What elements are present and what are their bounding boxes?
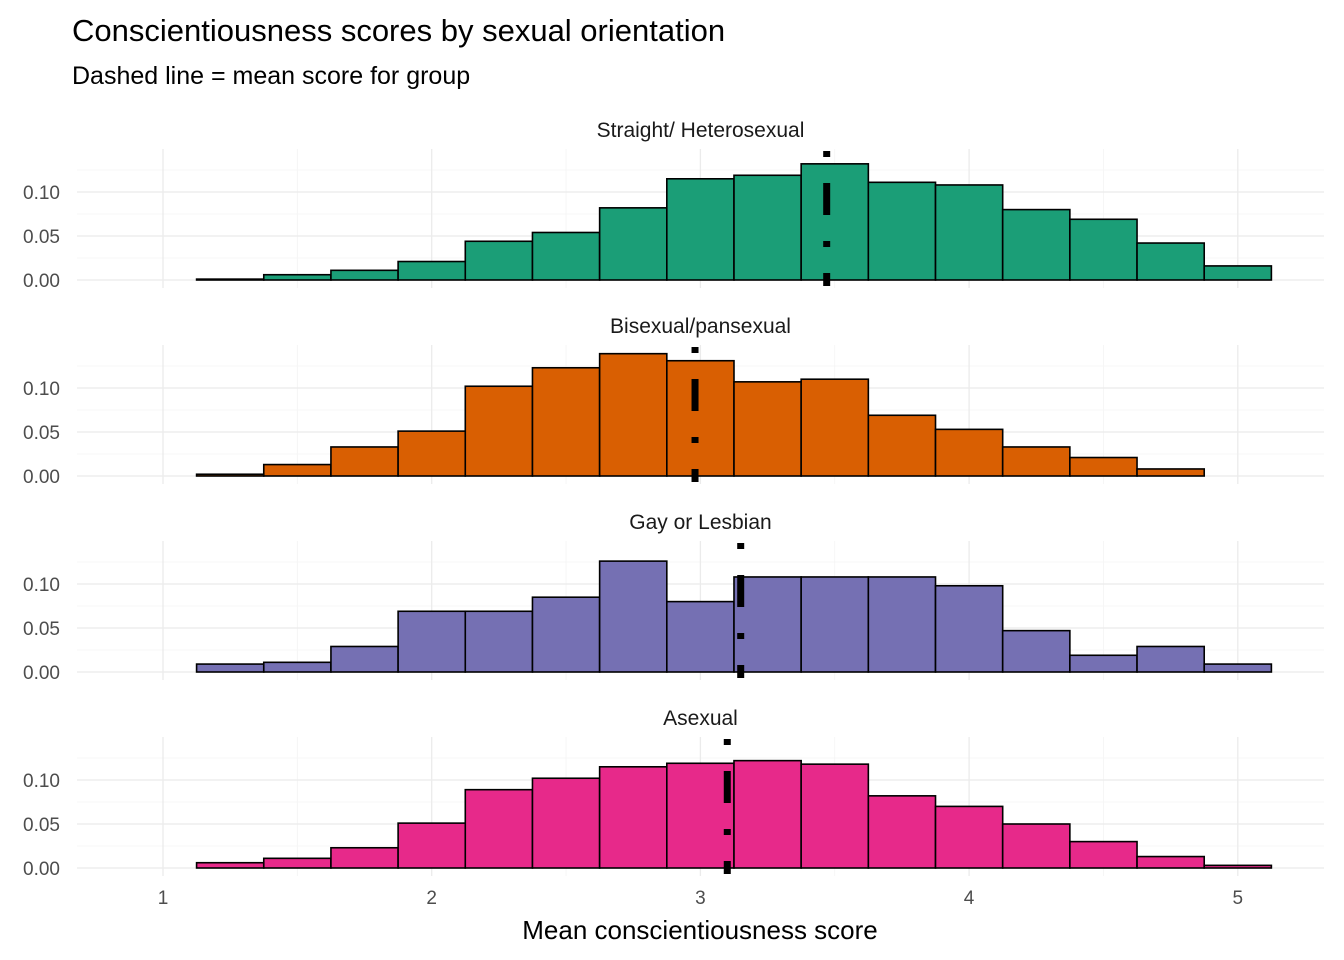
histogram-bar — [867, 414, 937, 477]
facet-panel: Gay or Lesbian 0.00 0.05 0.10 — [23, 511, 1324, 684]
y-tick-label: 0.05 — [23, 423, 60, 444]
histogram-bar — [1001, 629, 1071, 673]
facet-panel: Asexual 0.00 0.05 0.10 — [23, 707, 1324, 880]
histogram-bar — [1136, 468, 1206, 477]
x-tick-label: 4 — [964, 888, 975, 909]
histogram-bar — [666, 359, 735, 477]
y-tick-label: 0.10 — [23, 379, 60, 400]
histogram-bar — [397, 822, 467, 869]
y-tick-label: 0.05 — [23, 619, 60, 640]
histogram-bar — [464, 788, 534, 869]
facet-strip-label: Bisexual/pansexual — [610, 315, 791, 338]
histogram-bar — [598, 765, 668, 869]
histogram-bar — [464, 240, 534, 281]
histogram-bar — [531, 366, 601, 477]
facet-strip-label: Gay or Lesbian — [629, 511, 771, 534]
histogram-bar — [1069, 218, 1138, 281]
histogram-bar — [733, 174, 802, 281]
histogram-bar — [262, 661, 332, 673]
histogram-bar — [733, 576, 802, 673]
x-tick-label: 3 — [695, 888, 706, 909]
histogram-bar — [666, 762, 735, 869]
y-tick-label: 0.00 — [23, 859, 60, 880]
histogram-bar — [867, 181, 937, 281]
y-tick-label: 0.05 — [23, 815, 60, 836]
histogram-bar — [934, 184, 1004, 281]
histogram-bar — [1069, 654, 1138, 673]
y-tick-label: 0.10 — [23, 771, 60, 792]
histogram-bar — [531, 231, 601, 281]
histogram-bar — [1001, 208, 1071, 281]
histogram-bar — [464, 610, 534, 673]
histogram-bar — [464, 385, 534, 477]
histogram-bar — [800, 576, 870, 673]
facet-strip-label: Asexual — [663, 707, 738, 730]
histogram-bar — [195, 278, 265, 281]
histogram-bar — [531, 596, 601, 673]
histogram-bar — [800, 763, 870, 869]
histogram-bar — [330, 645, 399, 673]
histogram-bar — [1203, 265, 1273, 281]
histogram-bar — [1001, 446, 1071, 477]
y-tick-label: 0.00 — [23, 663, 60, 684]
y-tick-label: 0.10 — [23, 575, 60, 596]
histogram-bar — [397, 610, 467, 673]
histogram-bar — [934, 428, 1004, 477]
histogram-bar — [867, 576, 937, 673]
histogram-bar — [934, 584, 1004, 673]
histogram-bar — [800, 378, 870, 477]
facet-panel: Straight/ Heterosexual 0.00 0.05 0.10 — [23, 119, 1324, 292]
histogram-bar — [1136, 242, 1206, 281]
y-tick-label: 0.00 — [23, 271, 60, 292]
histogram-bar — [733, 381, 802, 477]
histogram-bar — [666, 600, 735, 673]
facet-panel: Bisexual/pansexual 0.00 0.05 0.10 — [23, 315, 1324, 488]
histogram-bar — [262, 463, 332, 477]
facet-strip-label: Straight/ Heterosexual — [597, 119, 805, 142]
histogram-bar — [934, 805, 1004, 869]
x-tick-label: 5 — [1233, 888, 1244, 909]
x-tick-label: 1 — [158, 888, 169, 909]
chart-subtitle: Dashed line = mean score for group — [72, 62, 470, 90]
histogram-bar — [195, 663, 265, 673]
histogram-bar — [531, 777, 601, 869]
histogram-bar — [330, 446, 399, 477]
histogram-bar — [598, 352, 668, 477]
histogram-bar — [1001, 823, 1071, 869]
histogram-bar — [800, 163, 870, 281]
histogram-bar — [1203, 663, 1273, 673]
x-axis: 1 2 3 4 5 — [158, 888, 1243, 909]
histogram-bar — [1136, 855, 1206, 869]
histogram-bar — [262, 273, 332, 281]
histogram-bar — [330, 269, 399, 281]
x-axis-label: Mean conscientiousness score — [522, 915, 878, 945]
histogram-bar — [733, 759, 802, 869]
histogram-bar — [1136, 645, 1206, 673]
histogram-bar — [666, 178, 735, 281]
histogram-bar — [397, 260, 467, 281]
facet-panels: Straight/ Heterosexual0.000.050.10Bisexu… — [23, 119, 1324, 880]
histogram-bar — [195, 473, 265, 477]
x-tick-label: 2 — [426, 888, 437, 909]
chart-title: Conscientiousness scores by sexual orien… — [72, 13, 725, 48]
histogram-bar — [397, 430, 467, 477]
y-tick-label: 0.00 — [23, 467, 60, 488]
histogram-bar — [330, 846, 399, 869]
y-tick-label: 0.10 — [23, 183, 60, 204]
histogram-bar — [867, 795, 937, 869]
histogram-bar — [262, 857, 332, 869]
histogram-bar — [598, 207, 668, 281]
histogram-bar — [1203, 864, 1273, 869]
histogram-bar — [1069, 456, 1138, 477]
y-tick-label: 0.05 — [23, 227, 60, 248]
histogram-bar — [1069, 840, 1138, 869]
histogram-bar — [195, 861, 265, 869]
histogram-bar — [598, 560, 668, 673]
